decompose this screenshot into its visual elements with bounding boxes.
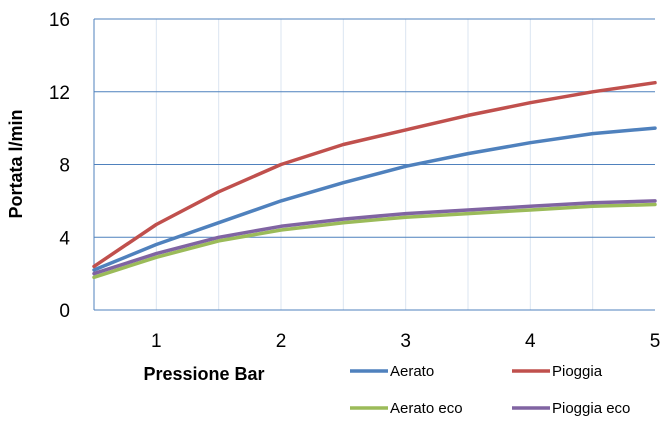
plot-frame xyxy=(93,19,655,311)
y-axis-title: Portata l/min xyxy=(6,109,26,218)
legend: Aerato Pioggia Aerato eco Pioggia eco xyxy=(350,363,630,417)
x-tick-label: 5 xyxy=(650,331,661,352)
series-line-pioggia-eco xyxy=(92,199,657,276)
legend-entry-aerato-eco: Aerato eco xyxy=(350,400,463,417)
y-tick-label: 8 xyxy=(59,156,70,177)
series-line-aerato-eco xyxy=(92,202,657,280)
legend-entry-pioggia-eco: Pioggia eco xyxy=(512,400,630,417)
x-tick-label: 1 xyxy=(151,331,162,352)
series-layer xyxy=(92,80,657,280)
series-line-pioggia xyxy=(92,80,657,269)
x-tick-labels: 1 2 3 4 5 xyxy=(151,331,660,352)
legend-label: Aerato xyxy=(390,363,434,380)
x-tick-label: 3 xyxy=(400,331,411,352)
series-line-aerato xyxy=(92,126,657,272)
y-tick-label: 0 xyxy=(59,301,70,322)
legend-label: Aerato eco xyxy=(390,400,463,417)
legend-entry-pioggia: Pioggia xyxy=(512,363,603,380)
x-axis-title: Pressione Bar xyxy=(143,364,264,384)
x-tick-label: 2 xyxy=(276,331,287,352)
y-tick-label: 4 xyxy=(59,228,70,249)
grid-layer xyxy=(94,18,655,310)
y-tick-labels: 0 4 8 12 16 xyxy=(49,10,71,322)
legend-entry-aerato: Aerato xyxy=(350,363,434,380)
x-tick-label: 4 xyxy=(525,331,536,352)
y-tick-label: 12 xyxy=(49,83,70,104)
legend-label: Pioggia xyxy=(552,363,603,380)
y-tick-label: 16 xyxy=(49,10,70,31)
legend-label: Pioggia eco xyxy=(552,400,630,417)
